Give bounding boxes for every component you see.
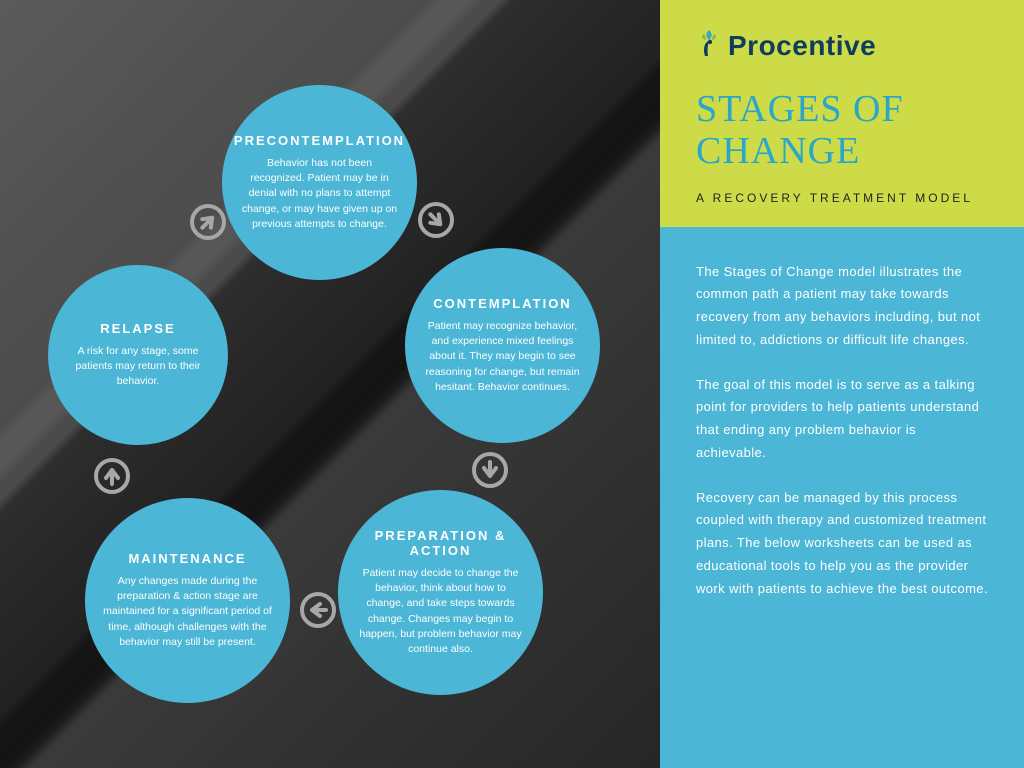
stage-relapse: RELAPSE A risk for any stage, some patie…	[48, 265, 228, 445]
arrow-icon	[92, 456, 132, 496]
page-subtitle: A RECOVERY TREATMENT MODEL	[696, 191, 988, 205]
stage-title: CONTEMPLATION	[433, 296, 571, 311]
stage-title: PRECONTEMPLATION	[234, 133, 405, 148]
diagram-panel: PRECONTEMPLATION Behavior has not been r…	[0, 0, 660, 768]
info-panel: Procentive STAGES OF CHANGE A RECOVERY T…	[660, 0, 1024, 768]
arrow-icon	[298, 590, 338, 630]
stage-title: PREPARATION & ACTION	[356, 528, 525, 558]
stage-precontemplation: PRECONTEMPLATION Behavior has not been r…	[222, 85, 417, 280]
arrow-icon	[188, 202, 228, 242]
body-paragraph: Recovery can be managed by this process …	[696, 487, 988, 601]
brand-logo: Procentive	[696, 28, 988, 63]
stage-desc: A risk for any stage, some patients may …	[66, 344, 210, 390]
stage-preparation-action: PREPARATION & ACTION Patient may decide …	[338, 490, 543, 695]
brand-name: Procentive	[728, 30, 876, 62]
stage-maintenance: MAINTENANCE Any changes made during the …	[85, 498, 290, 703]
body-paragraph: The Stages of Change model illustrates t…	[696, 261, 988, 352]
stage-title: RELAPSE	[100, 321, 175, 336]
stage-desc: Any changes made during the preparation …	[103, 574, 272, 650]
info-body: The Stages of Change model illustrates t…	[660, 227, 1024, 768]
stage-desc: Behavior has not been recognized. Patien…	[240, 156, 399, 232]
page-title: STAGES OF CHANGE	[696, 89, 988, 173]
arrow-icon	[416, 200, 456, 240]
body-paragraph: The goal of this model is to serve as a …	[696, 374, 988, 465]
arrow-icon	[470, 450, 510, 490]
stage-desc: Patient may decide to change the behavio…	[356, 566, 525, 657]
page: PRECONTEMPLATION Behavior has not been r…	[0, 0, 1024, 768]
stage-contemplation: CONTEMPLATION Patient may recognize beha…	[405, 248, 600, 443]
stage-title: MAINTENANCE	[128, 551, 246, 566]
brand-leaf-icon	[696, 28, 722, 63]
info-header: Procentive STAGES OF CHANGE A RECOVERY T…	[660, 0, 1024, 227]
stage-desc: Patient may recognize behavior, and expe…	[423, 319, 582, 395]
